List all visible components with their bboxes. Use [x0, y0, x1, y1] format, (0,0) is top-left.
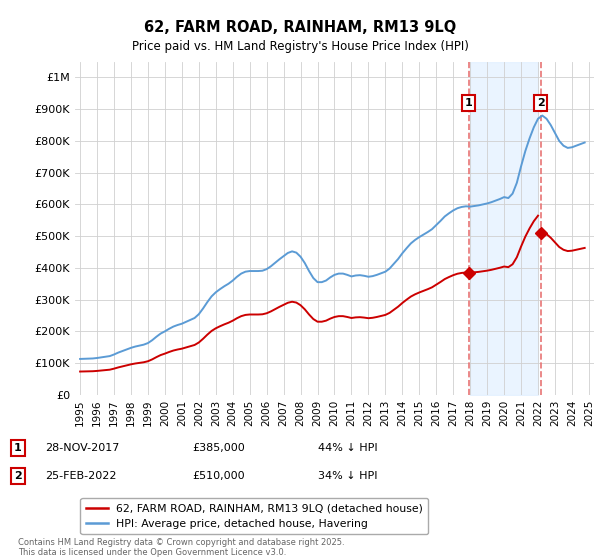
Text: Contains HM Land Registry data © Crown copyright and database right 2025.
This d: Contains HM Land Registry data © Crown c… [18, 538, 344, 557]
Text: £510,000: £510,000 [192, 471, 245, 481]
Text: £385,000: £385,000 [192, 443, 245, 453]
Text: 28-NOV-2017: 28-NOV-2017 [45, 443, 119, 453]
Text: 25-FEB-2022: 25-FEB-2022 [45, 471, 116, 481]
Text: 2: 2 [536, 98, 544, 108]
Text: 62, FARM ROAD, RAINHAM, RM13 9LQ: 62, FARM ROAD, RAINHAM, RM13 9LQ [144, 20, 456, 35]
Text: Price paid vs. HM Land Registry's House Price Index (HPI): Price paid vs. HM Land Registry's House … [131, 40, 469, 53]
Text: 1: 1 [465, 98, 473, 108]
Text: 1: 1 [14, 443, 22, 453]
Text: 2: 2 [14, 471, 22, 481]
Text: 44% ↓ HPI: 44% ↓ HPI [318, 443, 377, 453]
Text: 34% ↓ HPI: 34% ↓ HPI [318, 471, 377, 481]
Legend: 62, FARM ROAD, RAINHAM, RM13 9LQ (detached house), HPI: Average price, detached : 62, FARM ROAD, RAINHAM, RM13 9LQ (detach… [80, 498, 428, 534]
